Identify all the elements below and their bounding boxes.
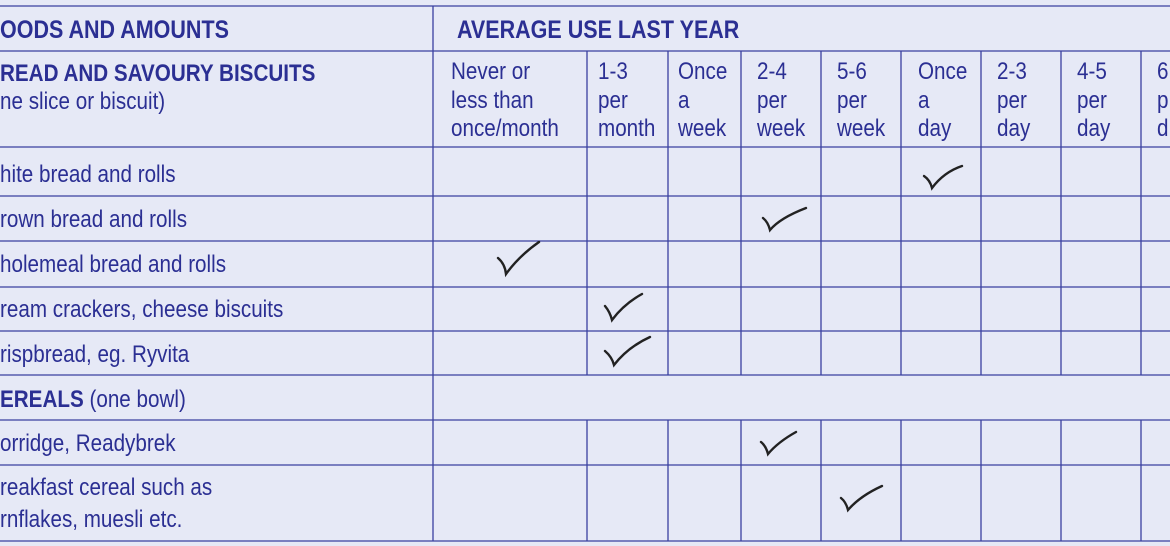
checkmark-icon[interactable]	[600, 290, 650, 326]
checkmark-icon[interactable]	[600, 333, 656, 371]
bread-section-subtitle: ne slice or biscuit)	[0, 88, 166, 115]
row-label-crispbread: rispbread, eg. Ryvita	[0, 341, 190, 368]
column-header-once-a-day: Once a day	[918, 58, 968, 142]
column-header-never: Never or less than once/month	[451, 58, 559, 142]
row-label-cream-crackers: ream crackers, cheese biscuits	[0, 296, 284, 323]
row-label-wholemeal-bread: holemeal bread and rolls	[0, 251, 227, 278]
row-label-breakfast-cereal-line2: rnflakes, muesli etc.	[0, 506, 183, 533]
column-header-2-3-per-day: 2-3 per day	[997, 58, 1031, 142]
bread-section-title: READ AND SAVOURY BISCUITS	[0, 60, 316, 87]
column-header-5-6-per-week: 5-6 per week	[837, 58, 886, 142]
row-label-porridge: orridge, Readybrek	[0, 430, 176, 457]
column-header-4-5-per-day: 4-5 per day	[1077, 58, 1111, 142]
foods-amounts-heading: OODS AND AMOUNTS	[0, 16, 229, 44]
checkmark-icon[interactable]	[758, 200, 810, 236]
checkmark-icon[interactable]	[756, 428, 802, 460]
column-header-2-4-per-week: 2-4 per week	[757, 58, 806, 142]
checkmark-icon[interactable]	[836, 482, 888, 518]
row-label-white-bread: hite bread and rolls	[0, 161, 176, 188]
row-label-breakfast-cereal-line1: reakfast cereal such as	[0, 474, 213, 501]
checkmark-icon[interactable]	[491, 238, 545, 280]
checkmark-icon[interactable]	[918, 160, 968, 196]
column-header-once-a-week: Once a week	[678, 58, 728, 142]
row-label-brown-bread: rown bread and rolls	[0, 206, 188, 233]
average-use-heading: AVERAGE USE LAST YEAR	[457, 16, 740, 44]
cereals-section-title: EREALS (one bowl)	[0, 386, 186, 413]
column-header-1-3-per-month: 1-3 per month	[598, 58, 656, 142]
